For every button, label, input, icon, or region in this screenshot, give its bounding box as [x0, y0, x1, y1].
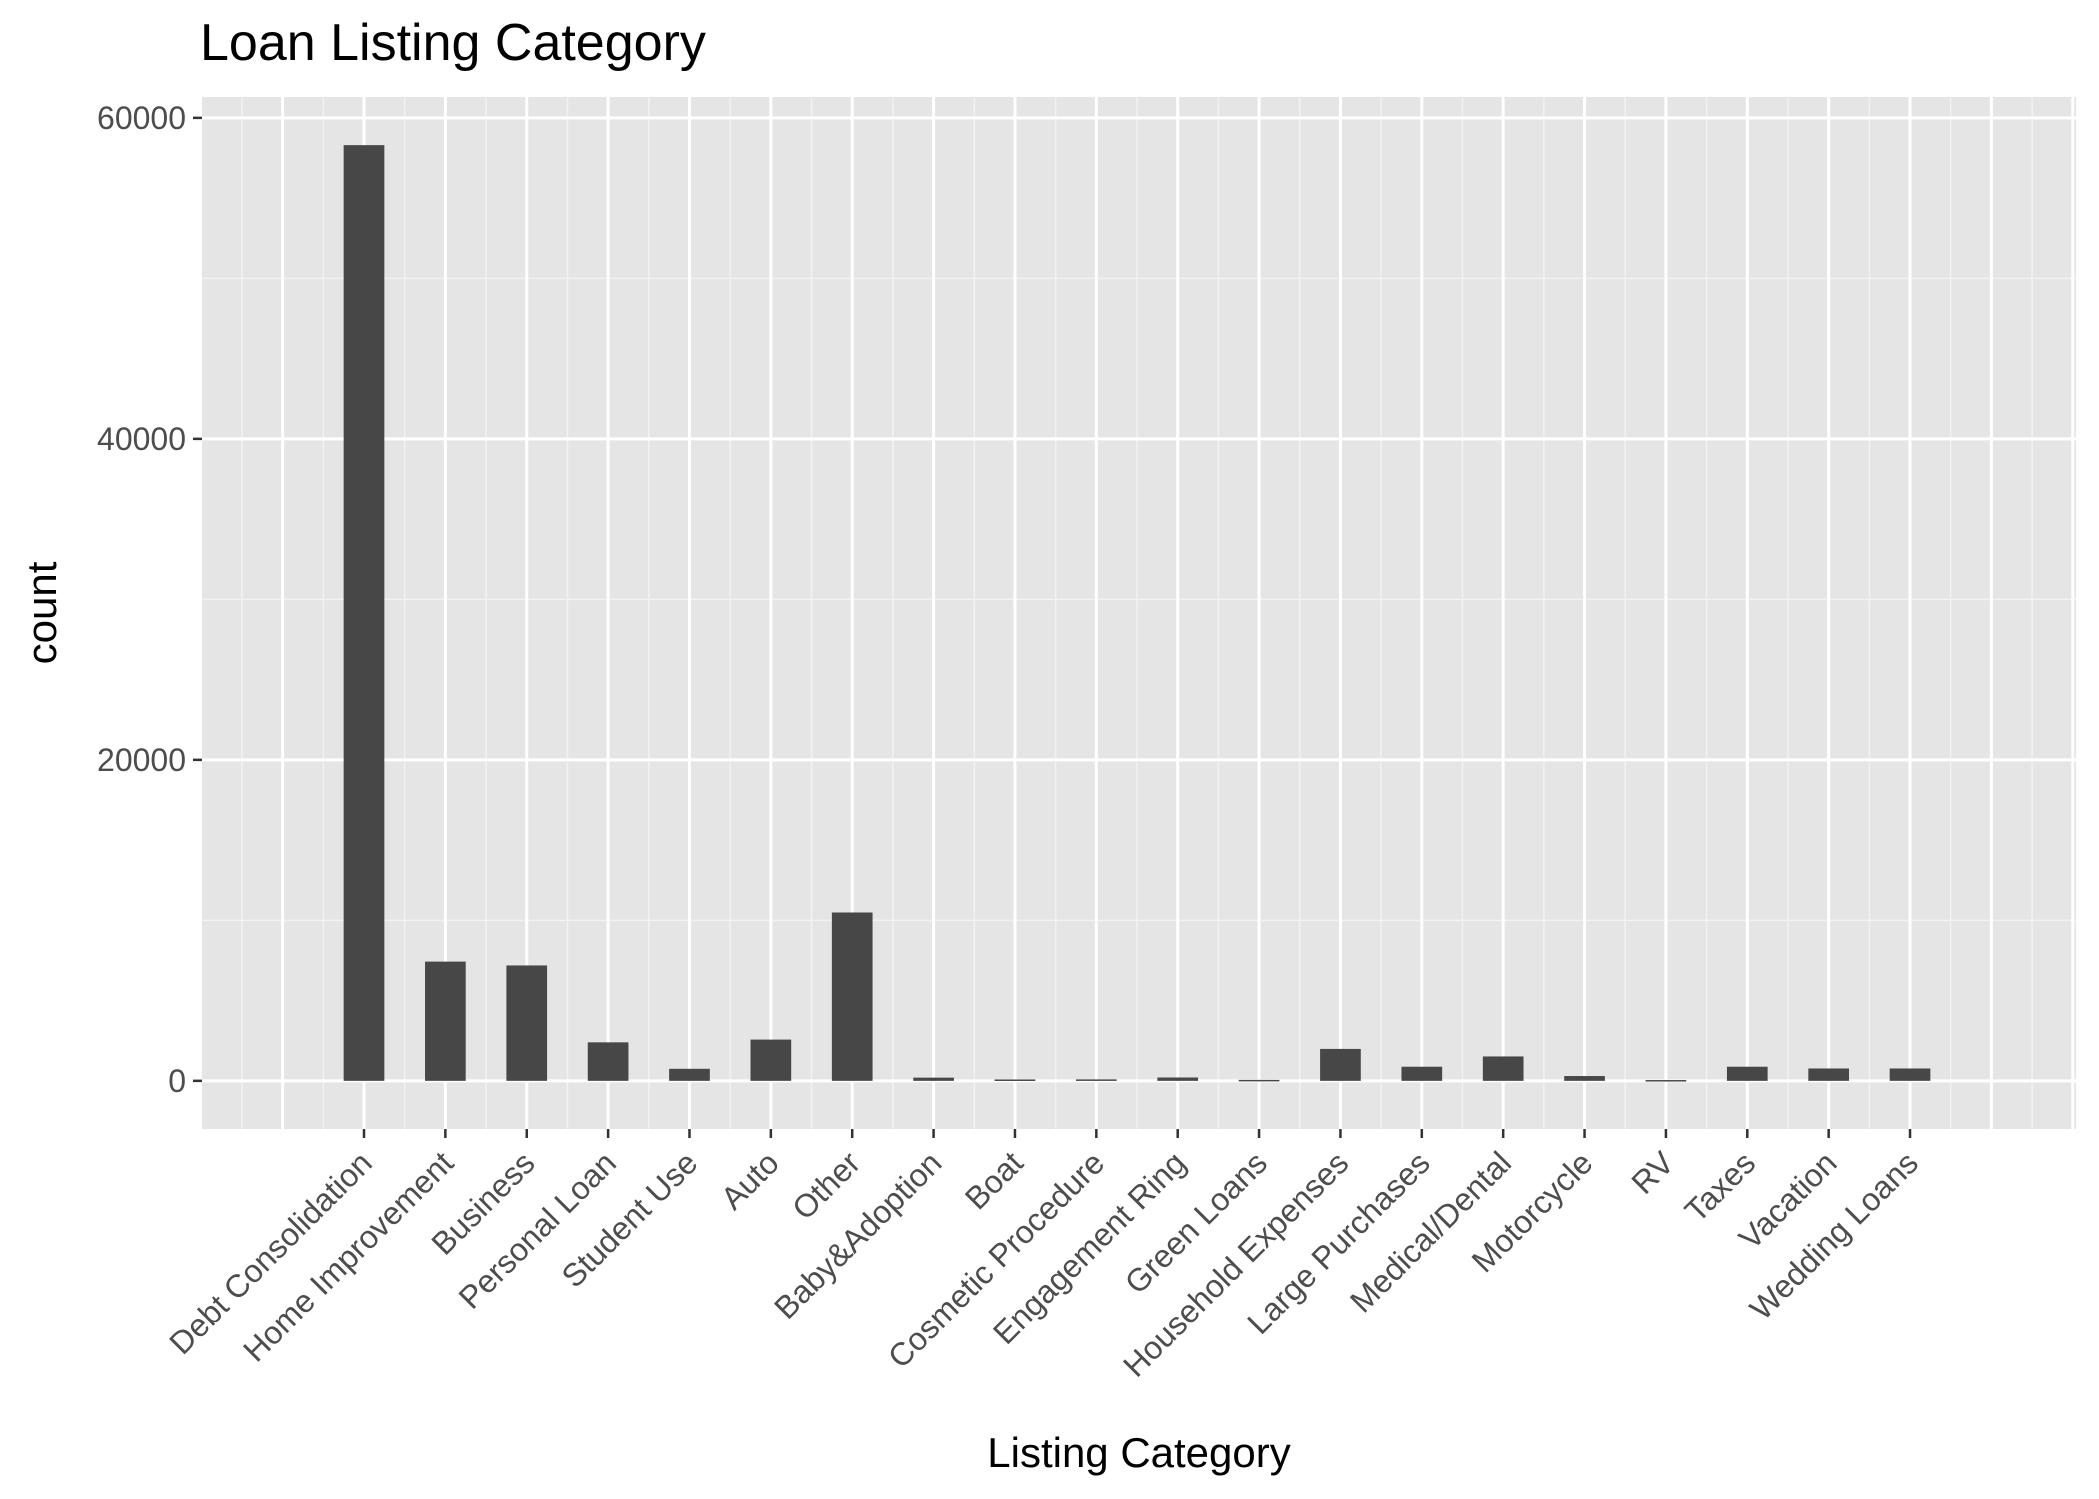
bar [913, 1077, 954, 1081]
y-tick-label: 0 [168, 1063, 186, 1099]
bar [1808, 1068, 1850, 1081]
bar [1157, 1077, 1199, 1081]
x-tick-label: Boat [958, 1144, 1030, 1216]
x-tick-label: Auto [714, 1144, 786, 1216]
chart-title: Loan Listing Category [200, 14, 706, 72]
plot-panel [202, 97, 2076, 1129]
bar [994, 1079, 1036, 1081]
bar [1075, 1079, 1117, 1081]
x-axis-title: Listing Category [987, 1429, 1291, 1476]
bar [1726, 1066, 1768, 1081]
bar [1238, 1079, 1280, 1082]
bar [1564, 1076, 1605, 1081]
minor-gridlines [202, 97, 2076, 1129]
x-tick-label: RV [1624, 1144, 1681, 1201]
major-gridlines [202, 97, 2076, 1129]
y-tick-label: 20000 [97, 742, 186, 778]
y-axis-title: count [18, 561, 65, 664]
bar [1482, 1056, 1524, 1081]
bar [1401, 1066, 1443, 1081]
bar [425, 961, 466, 1081]
bar [506, 965, 548, 1081]
bar [1889, 1068, 1931, 1081]
bar [669, 1068, 710, 1081]
y-tick-label: 40000 [97, 421, 186, 457]
bar [750, 1039, 792, 1081]
y-axis: 0 20000 40000 60000 [97, 100, 202, 1099]
bars [343, 145, 1931, 1082]
bar [1320, 1048, 1361, 1081]
y-tick-label: 60000 [97, 100, 186, 136]
bar [343, 145, 385, 1081]
bar [587, 1042, 629, 1081]
bar [1645, 1080, 1687, 1082]
bar [831, 912, 873, 1081]
